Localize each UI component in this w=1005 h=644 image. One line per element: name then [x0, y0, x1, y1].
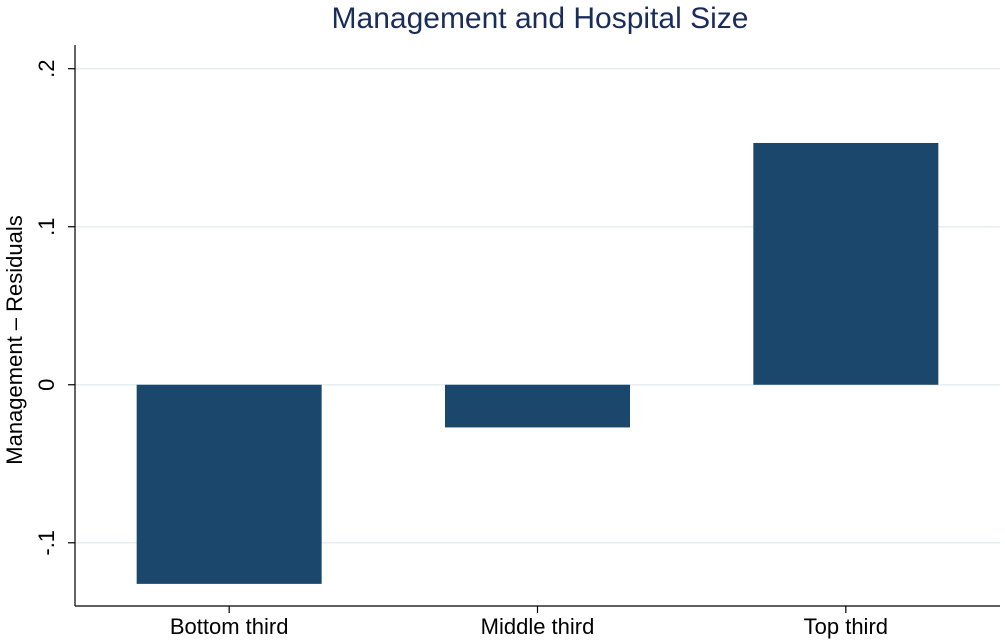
bar	[753, 142, 939, 385]
y-tick-label: .2	[34, 60, 59, 78]
x-tick-label: Bottom third	[170, 614, 289, 639]
bar	[136, 384, 322, 584]
y-tick-label: .1	[34, 218, 59, 236]
x-tick-label: Top third	[804, 614, 888, 639]
y-tick-label: 0	[34, 379, 59, 391]
x-tick-label: Middle third	[481, 614, 595, 639]
y-axis-label: Management – Residuals	[2, 215, 27, 464]
y-tick-label: -.1	[34, 530, 59, 556]
chart-title: Management and Hospital Size	[332, 2, 749, 35]
bar	[445, 384, 630, 428]
